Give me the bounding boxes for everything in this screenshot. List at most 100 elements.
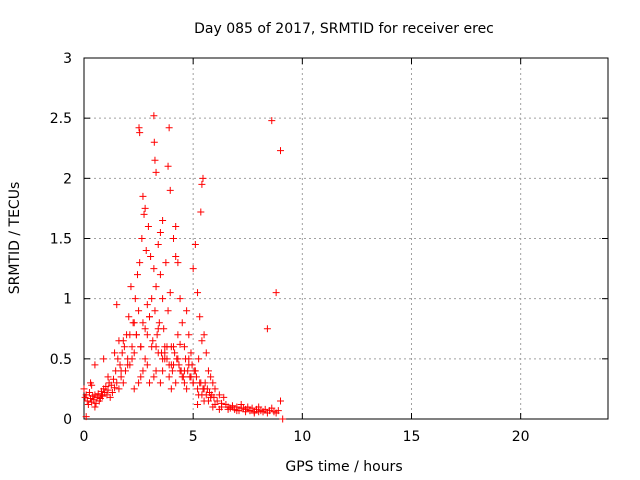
grid-lines	[84, 58, 608, 419]
data-point	[128, 355, 136, 363]
data-point	[195, 391, 203, 399]
data-point	[130, 385, 138, 393]
data-point	[150, 373, 158, 381]
data-point	[138, 235, 146, 242]
data-point	[191, 241, 199, 249]
data-point	[189, 379, 197, 387]
data-point	[200, 331, 208, 339]
data-point	[156, 271, 164, 279]
data-point	[172, 379, 180, 387]
data-point	[155, 319, 163, 327]
data-points	[80, 112, 287, 423]
data-point	[152, 367, 160, 375]
data-point	[143, 361, 151, 369]
data-point	[172, 253, 180, 261]
data-point	[114, 355, 122, 363]
data-point	[159, 355, 167, 363]
data-point	[166, 289, 174, 297]
data-point	[167, 385, 175, 393]
data-point	[143, 331, 151, 339]
data-point	[152, 343, 160, 351]
data-point	[204, 367, 212, 375]
data-point	[211, 385, 219, 393]
data-point	[120, 343, 128, 351]
data-point	[196, 379, 204, 387]
data-point	[136, 129, 144, 137]
data-point	[195, 355, 203, 363]
data-point	[141, 355, 149, 363]
y-tick-label: 2.5	[50, 111, 72, 127]
data-point	[135, 307, 143, 315]
data-point	[132, 331, 140, 339]
data-point	[180, 343, 188, 351]
data-point	[242, 408, 250, 416]
data-point	[127, 283, 135, 291]
data-point	[191, 367, 199, 375]
y-tick-label: 1	[63, 292, 72, 308]
data-point	[189, 265, 197, 273]
data-point	[178, 319, 186, 327]
data-point	[140, 210, 148, 218]
data-point	[200, 385, 208, 393]
data-point	[187, 373, 195, 381]
data-point	[117, 373, 125, 381]
data-point	[124, 361, 132, 369]
data-point	[108, 389, 116, 397]
data-point	[115, 385, 123, 393]
data-point	[150, 112, 158, 120]
data-point	[176, 295, 184, 303]
data-point	[115, 337, 123, 345]
data-point	[233, 407, 241, 415]
data-point	[141, 325, 149, 333]
y-tick-label: 3	[63, 51, 72, 67]
data-point	[164, 307, 172, 315]
data-point	[144, 222, 152, 230]
data-point	[183, 307, 191, 315]
data-point	[183, 385, 191, 393]
data-point	[255, 408, 263, 416]
data-point	[135, 124, 143, 132]
data-point	[156, 379, 164, 387]
data-point	[91, 361, 99, 369]
data-point	[174, 331, 182, 339]
data-point	[119, 379, 127, 387]
data-point	[168, 367, 176, 375]
data-point	[80, 385, 88, 393]
data-point	[128, 343, 136, 351]
data-point	[82, 413, 90, 421]
data-point	[126, 331, 134, 339]
data-point	[274, 407, 282, 415]
data-point	[215, 405, 223, 413]
data-point	[198, 180, 206, 188]
data-point	[142, 247, 150, 255]
data-point	[167, 361, 175, 369]
data-point	[154, 241, 162, 249]
data-point	[163, 343, 171, 351]
data-point	[125, 313, 133, 321]
data-point	[151, 156, 159, 164]
data-point	[268, 404, 276, 412]
data-point	[209, 379, 217, 387]
data-point	[149, 337, 157, 345]
data-point	[220, 393, 228, 401]
data-point	[109, 375, 117, 383]
data-point	[133, 271, 141, 279]
y-tick-label: 0.5	[50, 352, 72, 368]
data-point	[277, 397, 284, 405]
data-point	[161, 349, 169, 357]
data-point	[139, 192, 147, 200]
data-point	[143, 301, 151, 309]
data-point	[165, 373, 173, 381]
data-point	[152, 283, 160, 291]
data-point	[148, 295, 156, 303]
data-point	[174, 259, 182, 267]
data-point	[146, 313, 153, 321]
y-tick-label: 0	[63, 412, 72, 428]
data-point	[272, 289, 280, 297]
data-point	[137, 373, 145, 381]
data-point	[180, 367, 188, 375]
data-point	[153, 331, 161, 339]
x-tick-label: 5	[189, 429, 198, 445]
data-point	[100, 355, 108, 363]
